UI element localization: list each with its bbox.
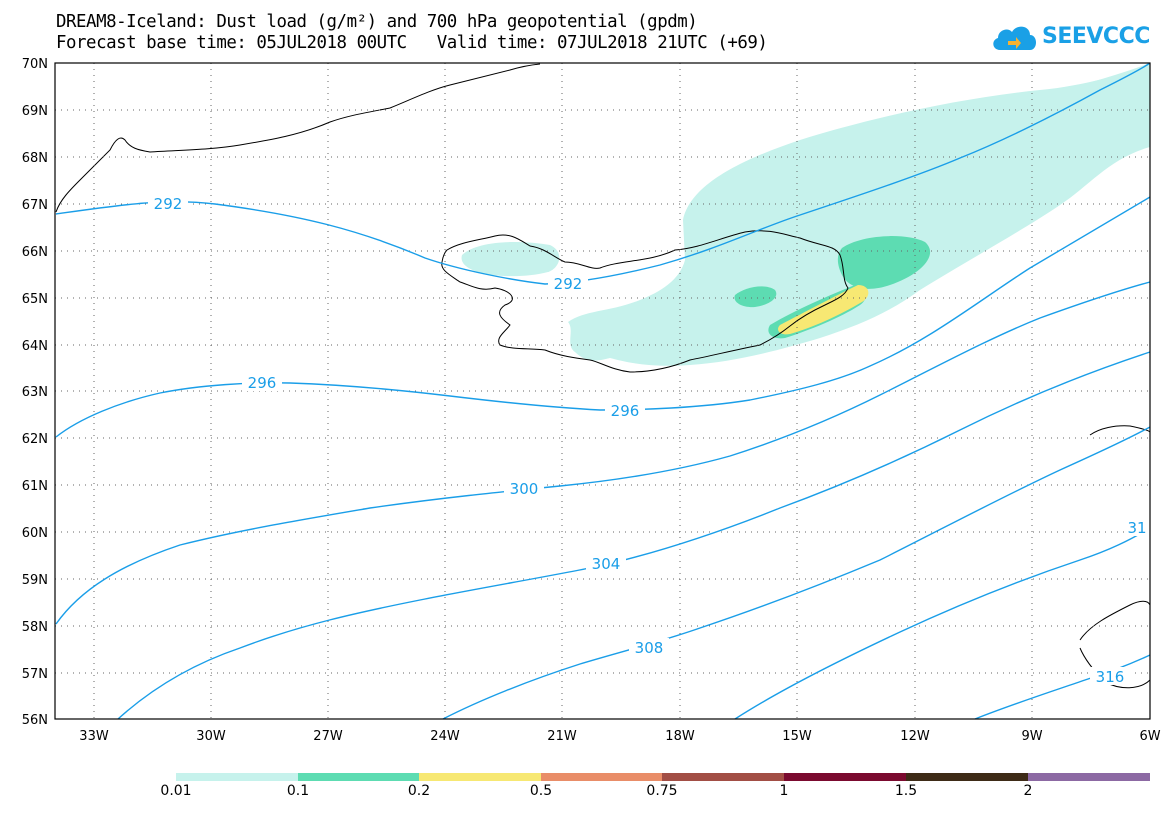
latitude-axis: 70N 69N 68N 67N 66N 65N 64N 63N 62N 61N … <box>22 57 48 728</box>
contour-316 <box>974 654 1151 720</box>
lat-tick-label: 68N <box>22 151 48 166</box>
colorbar-segment <box>541 773 662 781</box>
dust-load-colorbar <box>176 773 1150 781</box>
chart-title: DREAM8-Iceland: Dust load (g/m²) and 700… <box>56 12 698 32</box>
contour-300 <box>55 281 1151 625</box>
contour-label: 304 <box>592 555 621 573</box>
colorbar-segment <box>298 773 419 781</box>
contour-label: 308 <box>635 639 664 657</box>
lon-tick-label: 6W <box>1139 729 1160 744</box>
colorbar-label: 0.1 <box>286 783 310 799</box>
dust-area-0.01 <box>461 242 560 277</box>
colorbar-segment <box>1028 773 1150 781</box>
cloud-logo-icon <box>993 26 1036 50</box>
lon-tick-label: 33W <box>79 729 109 744</box>
colorbar-segment <box>906 773 1028 781</box>
lat-tick-label: 56N <box>22 713 48 728</box>
lat-tick-label: 57N <box>22 667 48 682</box>
colorbar-segment <box>662 773 784 781</box>
colorbar-label: 0.01 <box>160 783 192 799</box>
lon-tick-label: 30W <box>196 729 226 744</box>
contour-labels: 292 292 296 296 300 304 308 31 316 <box>148 194 1150 686</box>
lat-tick-label: 64N <box>22 339 48 354</box>
logo-text: SEEVCCC <box>1042 24 1150 49</box>
colorbar-label: 1.5 <box>894 783 918 799</box>
seevccc-logo: SEEVCCC <box>990 18 1170 58</box>
lat-tick-label: 58N <box>22 620 48 635</box>
lon-tick-label: 27W <box>313 729 343 744</box>
contour-label: 296 <box>248 374 277 392</box>
dust-area-0.2 <box>778 285 869 335</box>
contour-label: 292 <box>554 275 583 293</box>
lat-tick-label: 70N <box>22 57 48 72</box>
contour-label: 292 <box>154 195 183 213</box>
contour-308 <box>442 426 1151 720</box>
colorbar-label: 2 <box>1023 783 1033 799</box>
lon-tick-label: 18W <box>665 729 695 744</box>
contour-296 <box>55 196 1151 438</box>
dust-area-0.01 <box>568 63 1150 366</box>
lat-lon-grid <box>55 63 1150 719</box>
contour-label: 31 <box>1127 519 1146 537</box>
lat-tick-label: 67N <box>22 198 48 213</box>
lat-tick-label: 63N <box>22 385 48 400</box>
lat-tick-label: 62N <box>22 432 48 447</box>
colorbar-label: 0.2 <box>407 783 431 799</box>
lon-tick-label: 24W <box>430 729 460 744</box>
lat-tick-label: 65N <box>22 292 48 307</box>
lon-tick-label: 9W <box>1021 729 1042 744</box>
greenland-coast <box>55 63 541 213</box>
map-frame <box>54 62 1151 720</box>
colorbar-segment <box>176 773 298 781</box>
lon-tick-label: 15W <box>782 729 812 744</box>
lat-tick-label: 59N <box>22 573 48 588</box>
colorbar-label: 0.75 <box>646 783 678 799</box>
dust-area-0.1 <box>837 236 931 289</box>
lat-tick-label: 61N <box>22 479 48 494</box>
contour-label: 296 <box>611 402 640 420</box>
colorbar-label: 1 <box>779 783 789 799</box>
forecast-time-subtitle: Forecast base time: 05JUL2018 00UTC Vali… <box>56 33 768 53</box>
longitude-axis: 33W 30W 27W 24W 21W 18W 15W 12W 9W 6W <box>79 729 1160 744</box>
colorbar-label: 0.5 <box>529 783 553 799</box>
contour-label: 316 <box>1096 668 1125 686</box>
dust-area-0.01 <box>1040 63 1150 100</box>
contour-312 <box>734 527 1151 720</box>
colorbar-segment <box>419 773 541 781</box>
iceland-coast <box>441 230 849 373</box>
lon-tick-label: 12W <box>900 729 930 744</box>
dust-area-0.1 <box>734 286 777 308</box>
dust-load-shading <box>461 63 1150 366</box>
lat-tick-label: 69N <box>22 104 48 119</box>
contour-292 <box>55 62 1151 285</box>
lon-tick-label: 21W <box>547 729 577 744</box>
norway-coast <box>1089 425 1151 436</box>
lat-tick-label: 66N <box>22 245 48 260</box>
lat-tick-label: 60N <box>22 526 48 541</box>
colorbar-segment <box>784 773 906 781</box>
contour-label: 300 <box>510 480 539 498</box>
